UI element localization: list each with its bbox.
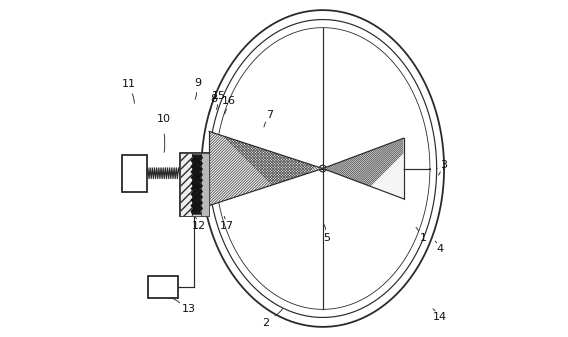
Text: 13: 13 bbox=[182, 304, 196, 314]
Bar bbox=[192, 153, 202, 216]
Polygon shape bbox=[323, 138, 404, 199]
Text: 10: 10 bbox=[157, 114, 171, 124]
Text: 15: 15 bbox=[212, 91, 226, 101]
Text: 9: 9 bbox=[194, 78, 201, 88]
Text: 11: 11 bbox=[122, 79, 136, 89]
Text: 2: 2 bbox=[262, 318, 270, 328]
Bar bbox=[202, 153, 209, 216]
Bar bbox=[122, 155, 147, 192]
Text: 4: 4 bbox=[436, 244, 444, 254]
Text: 3: 3 bbox=[440, 160, 447, 170]
Text: 12: 12 bbox=[192, 221, 206, 231]
Text: 17: 17 bbox=[220, 221, 234, 231]
Text: 14: 14 bbox=[433, 312, 447, 322]
Polygon shape bbox=[209, 131, 323, 206]
Text: 16: 16 bbox=[222, 96, 236, 106]
Bar bbox=[179, 153, 192, 216]
Bar bbox=[179, 153, 209, 216]
Text: 5: 5 bbox=[324, 233, 331, 243]
Text: 1: 1 bbox=[419, 233, 427, 243]
Text: 8: 8 bbox=[210, 94, 218, 104]
Bar bbox=[148, 276, 178, 298]
Text: 7: 7 bbox=[266, 110, 273, 120]
